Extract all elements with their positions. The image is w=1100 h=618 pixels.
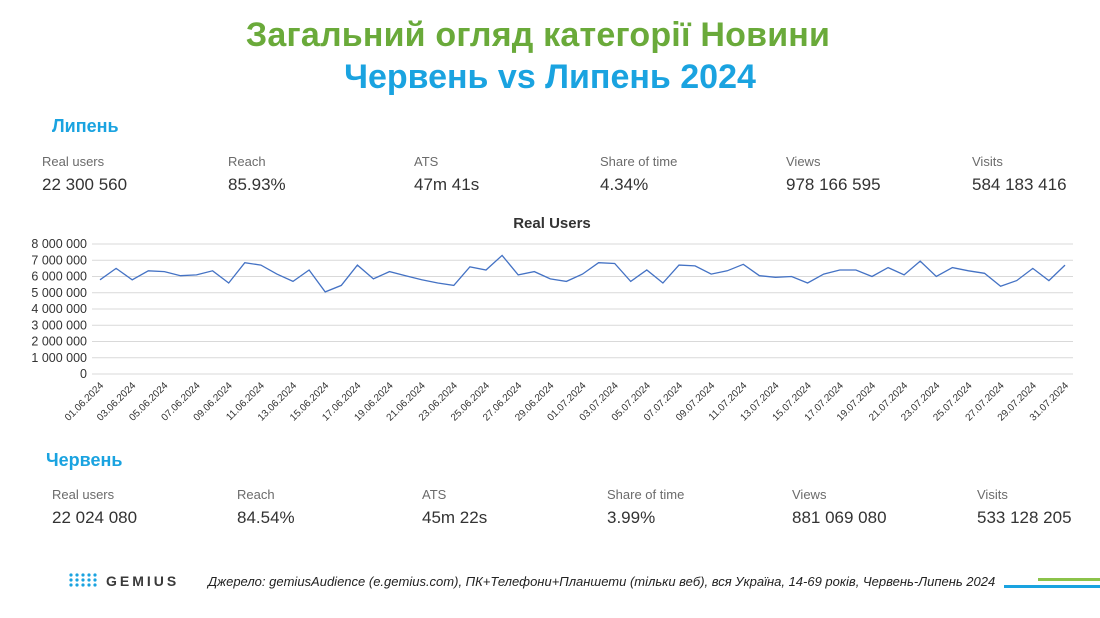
chart-x-axis: 01.06.202403.06.202405.06.202407.06.2024…: [63, 380, 1071, 423]
y-tick-label: 2 000 000: [31, 335, 87, 349]
series-line: [99, 254, 1066, 293]
metric-value: 978 166 595: [786, 175, 881, 194]
july-real-users-metric: Real users 22 300 560: [42, 154, 127, 195]
y-tick-label: 5 000 000: [31, 286, 87, 300]
y-tick-label: 1 000 000: [31, 351, 87, 365]
chart-title: Real Users: [513, 215, 591, 232]
june-ats-metric: ATS 45m 22s: [422, 487, 487, 528]
june-reach-metric: Reach 84.54%: [237, 487, 295, 528]
june-section-label: Червень: [46, 450, 123, 470]
metric-label: ATS: [414, 154, 439, 169]
y-tick-label: 0: [80, 367, 87, 381]
july-section-label: Липень: [52, 116, 119, 136]
source-note: Джерело: gemiusAudience (e.gemius.com), …: [208, 574, 996, 589]
y-tick-label: 4 000 000: [31, 302, 87, 316]
decorative-stripe-green: [1038, 578, 1100, 581]
y-tick-label: 7 000 000: [31, 253, 87, 267]
y-tick-label: 8 000 000: [31, 237, 87, 251]
metric-label: Real users: [42, 154, 105, 169]
metric-label: Share of time: [607, 487, 685, 502]
metric-value: 22 300 560: [42, 175, 128, 194]
metric-value: 533 128 205: [977, 508, 1072, 527]
y-tick-label: 6 000 000: [31, 270, 87, 284]
july-ats-metric: ATS 47m 41s: [414, 154, 479, 195]
metric-label: Visits: [972, 154, 1003, 169]
june-share-of-time-metric: Share of time 3.99%: [607, 487, 684, 528]
july-share-of-time-metric: Share of time 4.34%: [600, 154, 677, 195]
metric-label: Reach: [228, 154, 266, 169]
july-views-metric: Views 978 166 595: [786, 154, 881, 195]
metric-label: Views: [792, 487, 827, 502]
metric-label: Reach: [237, 487, 275, 502]
metric-label: Real users: [52, 487, 115, 502]
chart-gridlines: [92, 243, 1073, 375]
metric-value: 45m 22s: [422, 508, 488, 527]
june-views-metric: Views 881 069 080: [792, 487, 887, 528]
metric-value: 4.34%: [600, 175, 649, 194]
metric-label: Visits: [977, 487, 1008, 502]
july-metrics: Real users 22 300 560 Reach 85.93% ATS 4…: [0, 154, 1100, 204]
metric-value: 47m 41s: [414, 175, 480, 194]
july-visits-metric: Visits 584 183 416: [972, 154, 1067, 195]
metric-label: Share of time: [600, 154, 678, 169]
july-reach-metric: Reach 85.93%: [228, 154, 286, 195]
gemius-logo-text: GEMIUS: [106, 573, 180, 589]
metric-value: 3.99%: [607, 508, 656, 527]
chart-y-axis: 0 1 000 000 2 000 000 3 000 000 4 000 000 5 0…: [31, 237, 87, 381]
metric-value: 84.54%: [237, 508, 295, 527]
gemius-dots-icon: [69, 573, 97, 587]
metric-value: 881 069 080: [792, 508, 887, 527]
metric-value: 85.93%: [228, 175, 286, 194]
y-tick-label: 3 000 000: [31, 318, 87, 332]
metric-label: ATS: [422, 487, 447, 502]
page-subtitle: Червень vs Липень 2024: [344, 58, 756, 96]
chart-series: [99, 254, 1066, 293]
decorative-stripe-blue: [1004, 585, 1100, 588]
june-metrics: Real users 22 024 080 Reach 84.54% ATS 4…: [0, 487, 1100, 537]
june-visits-metric: Visits 533 128 205: [977, 487, 1072, 528]
metric-value: 22 024 080: [52, 508, 138, 527]
metric-value: 584 183 416: [972, 175, 1067, 194]
real-users-line-chart: Real Users 0 1 000 000 2 000 000 3 000 000 4…: [31, 215, 1073, 424]
june-real-users-metric: Real users 22 024 080: [52, 487, 137, 528]
metric-label: Views: [786, 154, 821, 169]
page-title: Загальний огляд категорії Новини: [245, 16, 831, 54]
